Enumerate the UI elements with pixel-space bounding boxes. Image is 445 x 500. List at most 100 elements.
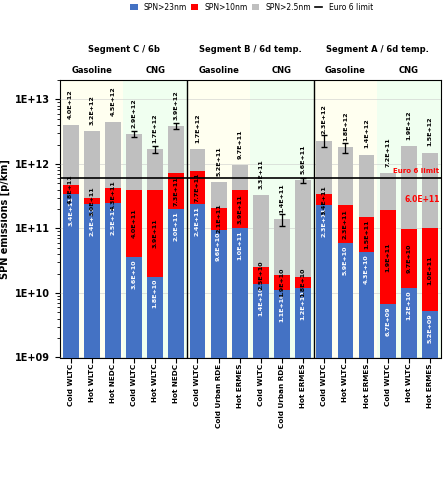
Y-axis label: SPN emissions [p/km]: SPN emissions [p/km] — [0, 159, 10, 278]
Bar — [105, 122, 121, 188]
Bar — [126, 134, 142, 190]
Bar — [84, 198, 100, 204]
Bar — [401, 288, 417, 500]
Text: Segment C / 6b: Segment C / 6b — [88, 45, 159, 54]
Bar — [190, 172, 206, 204]
Bar — [316, 194, 332, 205]
Bar — [168, 126, 184, 173]
Text: 2.0E+11: 2.0E+11 — [174, 212, 179, 241]
Text: 1.9E+11: 1.9E+11 — [385, 242, 390, 272]
Bar — [147, 276, 163, 500]
Text: 2.4E+11: 2.4E+11 — [195, 206, 200, 236]
Text: 1.8E+12: 1.8E+12 — [343, 112, 348, 141]
Text: 1.2E+10: 1.2E+10 — [406, 290, 411, 320]
Bar — [377, 80, 441, 357]
Bar — [422, 312, 438, 500]
Bar — [232, 165, 248, 190]
Bar — [232, 228, 248, 500]
Bar — [126, 257, 142, 500]
Bar — [401, 146, 417, 230]
Bar — [295, 288, 311, 500]
Text: 3.0E+11: 3.0E+11 — [89, 186, 94, 216]
Bar — [210, 182, 227, 208]
Bar — [337, 205, 353, 243]
Legend: SPN>23nm, SPN>10nm, SPN>2.5nm, Euro 6 limit: SPN>23nm, SPN>10nm, SPN>2.5nm, Euro 6 li… — [130, 3, 373, 12]
Text: Segment A / 6d temp.: Segment A / 6d temp. — [326, 45, 429, 54]
Text: 2.3E+11: 2.3E+11 — [322, 208, 327, 237]
Text: CNG: CNG — [145, 66, 165, 75]
Text: 6.0E+11: 6.0E+11 — [404, 195, 440, 204]
Bar — [274, 275, 290, 290]
Bar — [253, 195, 269, 268]
Bar — [422, 228, 438, 312]
Text: 3.9E+12: 3.9E+12 — [174, 90, 179, 120]
Bar — [274, 290, 290, 500]
Text: 2.1E+11: 2.1E+11 — [216, 204, 221, 234]
Text: 1.0E+11: 1.0E+11 — [237, 231, 242, 260]
Text: 1.4E+12: 1.4E+12 — [364, 118, 369, 148]
Bar — [105, 203, 121, 500]
Text: 3.4E+11: 3.4E+11 — [68, 196, 73, 226]
Bar — [295, 276, 311, 288]
Text: 4.0E+11: 4.0E+11 — [132, 208, 137, 238]
Bar — [147, 190, 163, 276]
Bar — [253, 284, 269, 500]
Text: 5.9E+10: 5.9E+10 — [343, 246, 348, 275]
Bar — [295, 180, 311, 276]
Bar — [105, 188, 121, 203]
Text: 7.3E+11: 7.3E+11 — [174, 176, 179, 206]
Bar — [316, 140, 332, 194]
Text: 5.6E+11: 5.6E+11 — [301, 144, 306, 174]
Text: 1.9E+12: 1.9E+12 — [406, 110, 411, 140]
Text: CNG: CNG — [272, 66, 292, 75]
Text: 1.1E+10: 1.1E+10 — [279, 292, 284, 322]
Bar — [190, 149, 206, 172]
Text: 1.7E+12: 1.7E+12 — [195, 113, 200, 143]
Bar — [359, 217, 375, 252]
Bar — [380, 173, 396, 210]
Bar — [422, 152, 438, 228]
Text: 2.4E+11: 2.4E+11 — [89, 206, 94, 236]
Text: 9.6E+10: 9.6E+10 — [216, 232, 221, 262]
Bar — [190, 204, 206, 500]
Text: Gasoline: Gasoline — [198, 66, 239, 75]
Text: 4.3E+11: 4.3E+11 — [110, 180, 115, 210]
Text: 4.8E+11: 4.8E+11 — [68, 174, 73, 204]
Text: 2.5E+10: 2.5E+10 — [259, 260, 263, 290]
Text: 5.2E+09: 5.2E+09 — [428, 314, 433, 344]
Bar — [63, 125, 79, 184]
Bar — [380, 304, 396, 500]
Bar — [168, 173, 184, 209]
Bar — [359, 252, 375, 500]
Text: 2.3E+12: 2.3E+12 — [322, 104, 327, 134]
Bar — [314, 80, 377, 357]
Text: 3.4E+11: 3.4E+11 — [322, 185, 327, 214]
Text: CNG: CNG — [399, 66, 419, 75]
Text: 7.7E+11: 7.7E+11 — [195, 173, 200, 203]
Text: 9.7E+11: 9.7E+11 — [237, 129, 242, 158]
Bar — [337, 243, 353, 500]
Bar — [274, 219, 290, 275]
Bar — [84, 132, 100, 198]
Text: Segment B / 6d temp.: Segment B / 6d temp. — [199, 45, 302, 54]
Text: 9.7E+10: 9.7E+10 — [406, 244, 411, 274]
Text: 1.4E+10: 1.4E+10 — [259, 286, 263, 316]
Text: 4.0E+12: 4.0E+12 — [68, 89, 73, 119]
Text: 1.4E+11: 1.4E+11 — [279, 183, 284, 213]
Bar — [359, 154, 375, 217]
Bar — [84, 204, 100, 500]
Bar — [250, 80, 314, 357]
Text: 2.9E+12: 2.9E+12 — [132, 98, 137, 128]
Text: 1.9E+10: 1.9E+10 — [279, 268, 284, 298]
Bar — [210, 230, 227, 500]
Bar — [401, 230, 417, 288]
Text: 5.2E+11: 5.2E+11 — [216, 146, 221, 176]
Text: Gasoline: Gasoline — [325, 66, 366, 75]
Bar — [232, 190, 248, 228]
Bar — [124, 80, 187, 357]
Text: 6.7E+09: 6.7E+09 — [385, 306, 390, 336]
Text: 1.7E+12: 1.7E+12 — [153, 113, 158, 143]
Text: 1.8E+10: 1.8E+10 — [301, 268, 306, 297]
Bar — [63, 184, 79, 194]
Text: 3.9E+11: 3.9E+11 — [237, 194, 242, 224]
